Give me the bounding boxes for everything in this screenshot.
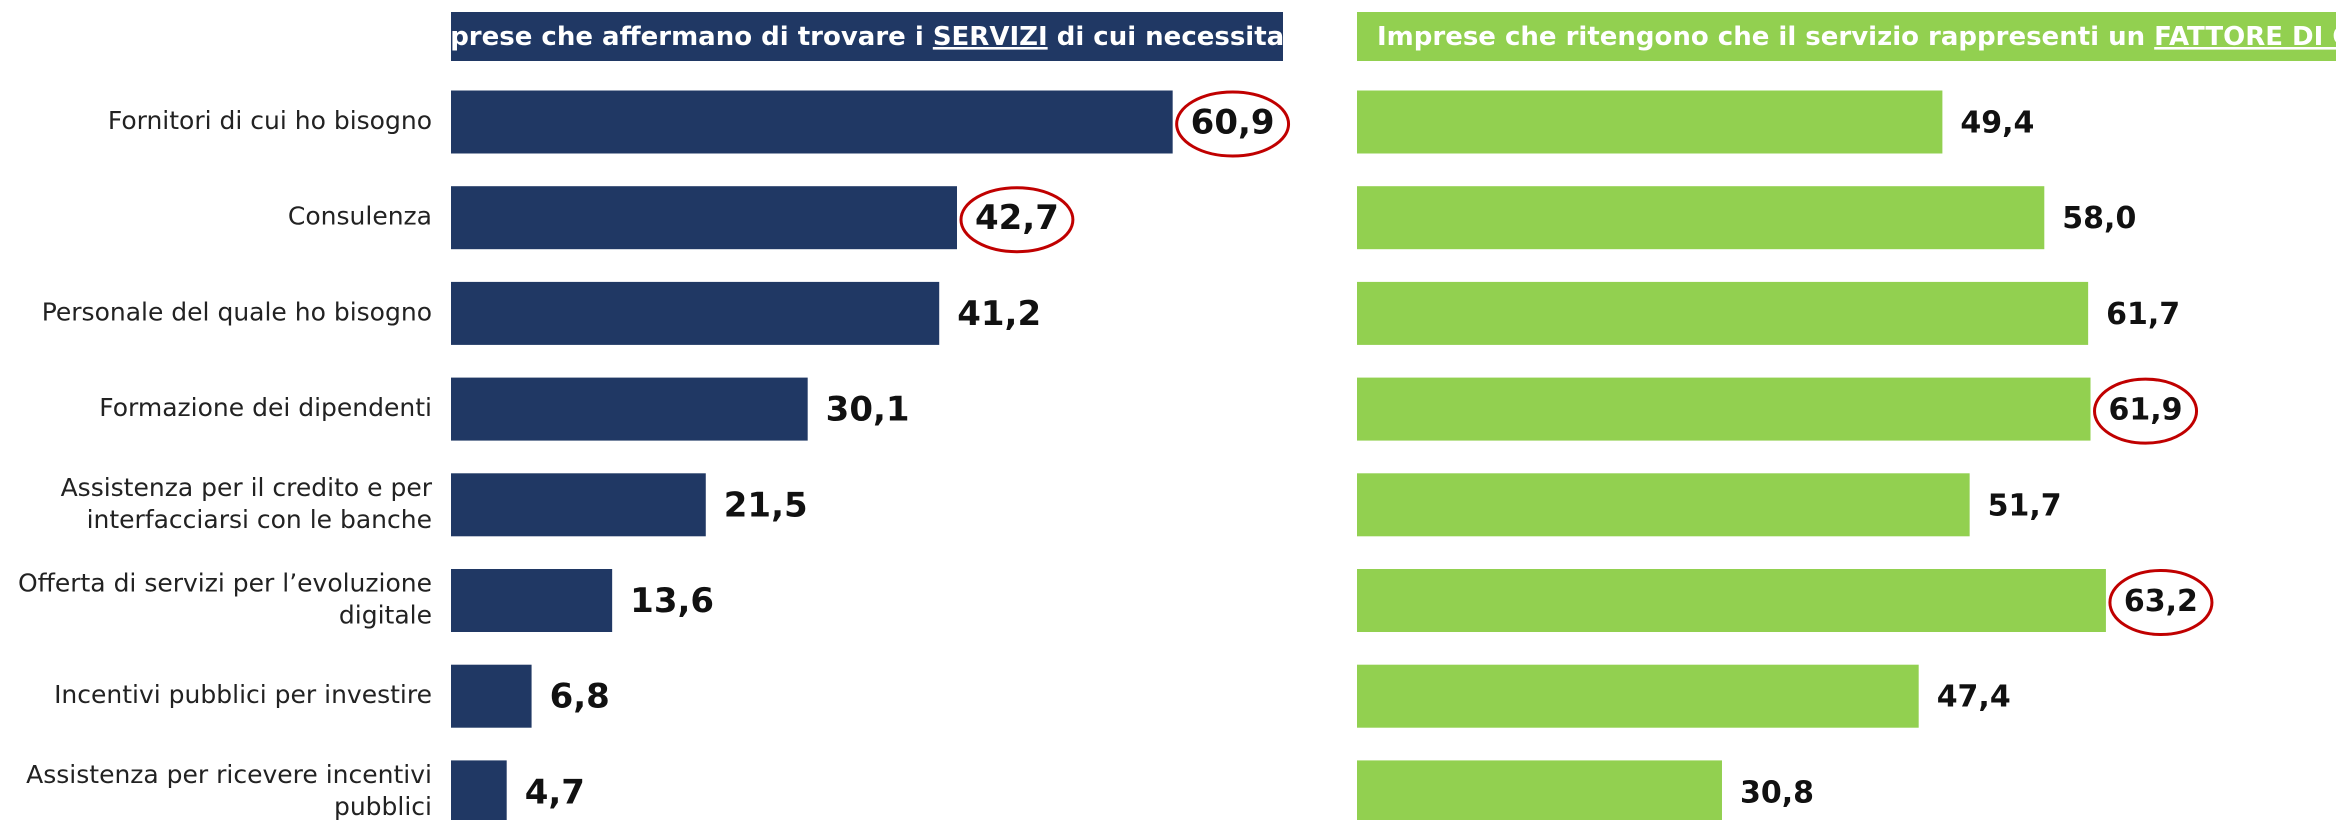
category-label: Assistenza per il credito e per interfacc… <box>61 473 433 534</box>
bar <box>451 569 613 632</box>
value-label: 61,9 <box>2109 393 2183 428</box>
value-label: 61,7 <box>2106 297 2180 332</box>
title-part: Imprese che affermano di trovare i <box>413 22 932 52</box>
bar <box>451 186 957 250</box>
category-label: Personale del quale ho bisogno <box>42 297 432 326</box>
value-label: 41,2 <box>957 294 1041 334</box>
category-label: Fornitori di cui ho bisogno <box>108 106 432 135</box>
bar <box>1357 377 2091 441</box>
highlight-circle <box>959 186 1075 254</box>
bar <box>1357 664 1919 728</box>
bar <box>1357 186 2045 250</box>
panel-header <box>451 12 1283 61</box>
bar <box>451 281 940 345</box>
category-label: Incentivi pubblici per investire <box>54 680 432 709</box>
title-part: di cui necessitano <box>1048 22 1321 52</box>
value-label: 30,1 <box>826 390 910 430</box>
bar <box>451 90 1173 154</box>
bar <box>1357 473 1970 537</box>
panel-title: Imprese che affermano di trovare i SERVI… <box>413 22 1320 52</box>
panel-title: Imprese che ritengono che il servizio ra… <box>1377 22 2336 52</box>
value-label: 49,4 <box>1960 106 2034 141</box>
bar <box>451 473 706 537</box>
value-label: 60,9 <box>1191 103 1275 143</box>
value-label: 51,7 <box>1988 488 2062 523</box>
value-label: 42,7 <box>975 198 1059 238</box>
bar <box>1357 569 2106 632</box>
title-part: SERVIZI <box>933 22 1048 52</box>
value-label: 30,8 <box>1740 775 1814 810</box>
category-label: Consulenza <box>288 202 432 231</box>
bar <box>451 377 808 441</box>
bar <box>1357 281 2089 345</box>
value-label: 63,2 <box>2124 584 2198 619</box>
bar <box>451 664 532 728</box>
bar <box>1357 90 1943 154</box>
highlight-circle <box>2093 377 2199 445</box>
value-label: 47,4 <box>1937 680 2011 715</box>
panel-header <box>1357 12 2336 61</box>
category-label: Offerta di servizi per l’evoluzione digit… <box>18 569 432 630</box>
title-part: Imprese che ritengono che il servizio ra… <box>1377 22 2154 52</box>
value-label: 6,8 <box>550 677 610 717</box>
value-label: 13,6 <box>630 581 714 621</box>
category-label: Formazione dei dipendenti <box>99 393 432 422</box>
highlight-circle <box>2108 569 2214 636</box>
value-label: 21,5 <box>724 485 808 525</box>
category-label: Assistenza per ricevere incentivi pubblic… <box>26 760 432 820</box>
bar <box>451 760 507 820</box>
title-part: FATTORE DI CRESCITA <box>2154 22 2336 52</box>
value-label: 58,0 <box>2062 201 2136 236</box>
value-label: 4,7 <box>525 772 585 812</box>
bar <box>1357 760 1722 820</box>
highlight-circle <box>1175 90 1291 158</box>
